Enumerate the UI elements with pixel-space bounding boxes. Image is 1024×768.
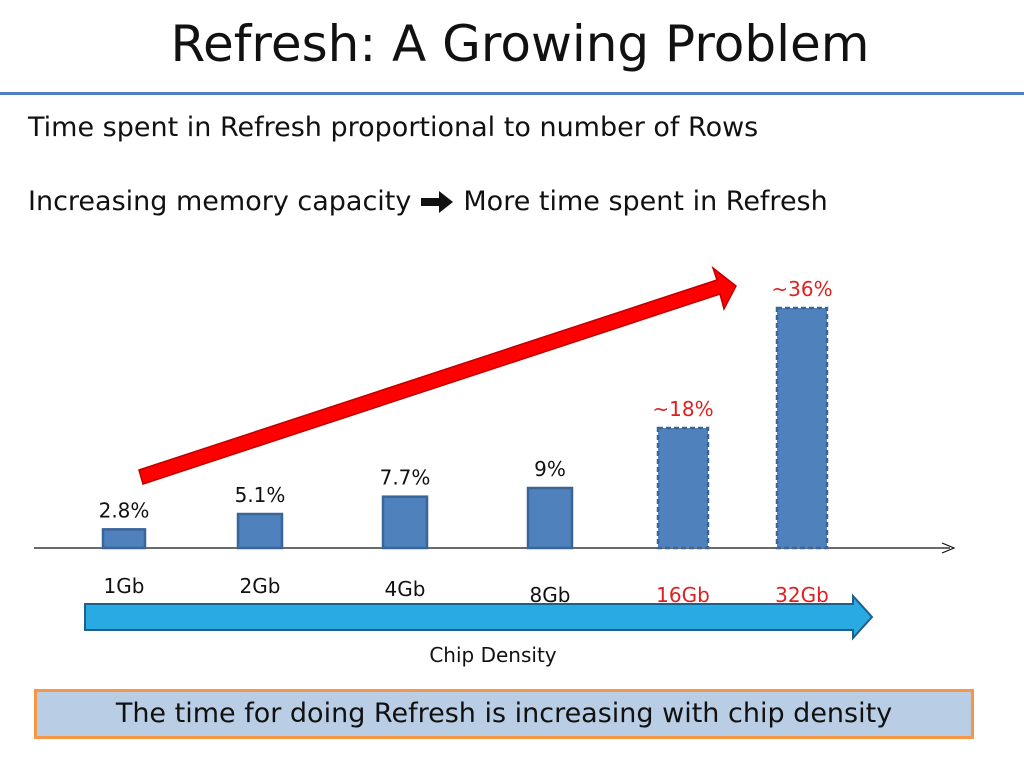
bar-4Gb: [381, 495, 429, 550]
bullet-line-2-right: More time spent in Refresh: [463, 186, 828, 217]
slide-title: Refresh: A Growing Problem: [170, 15, 870, 73]
bar-16Gb: [656, 426, 710, 550]
category-label-2Gb: 2Gb: [240, 574, 281, 598]
data-label-8Gb: 9%: [534, 457, 566, 481]
data-label-1Gb: 2.8%: [99, 498, 150, 522]
bullet-line-2-left: Increasing memory capacity: [28, 186, 412, 217]
bar-32Gb: [775, 306, 829, 550]
title-divider: [0, 92, 1024, 95]
bar-2Gb: [236, 512, 284, 550]
right-arrow-icon: [421, 190, 455, 214]
chip-density-arrow: [84, 593, 874, 641]
bullet-line-1: Time spent in Refresh proportional to nu…: [28, 112, 759, 143]
data-label-2Gb: 5.1%: [235, 483, 286, 507]
data-label-4Gb: 7.7%: [380, 466, 431, 490]
x-axis-arrowhead: [941, 542, 956, 554]
refresh-chart: 2.8%1Gb5.1%2Gb7.7%4Gb9%8Gb~18%16Gb~36%32…: [34, 265, 956, 667]
conclusion-callout: The time for doing Refresh is increasing…: [34, 689, 974, 739]
bullet-line-2: Increasing memory capacity More time spe…: [28, 186, 828, 217]
category-label-1Gb: 1Gb: [104, 574, 145, 598]
trend-arrow: [138, 265, 737, 485]
bar-8Gb: [526, 486, 574, 550]
bar-1Gb: [101, 528, 147, 550]
x-axis-label: Chip Density: [429, 643, 556, 667]
category-label-4Gb: 4Gb: [385, 577, 426, 601]
data-label-16Gb: ~18%: [652, 397, 713, 421]
data-label-32Gb: ~36%: [771, 277, 832, 301]
